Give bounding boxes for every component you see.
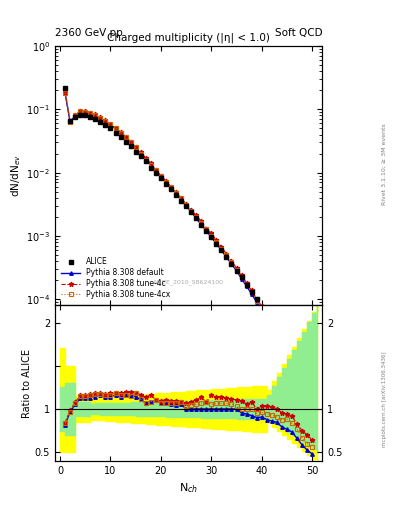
Text: 2360 GeV pp: 2360 GeV pp (55, 28, 123, 38)
X-axis label: N$_{ch}$: N$_{ch}$ (179, 481, 198, 495)
Legend: ALICE, Pythia 8.308 default, Pythia 8.308 tune-4c, Pythia 8.308 tune-4cx: ALICE, Pythia 8.308 default, Pythia 8.30… (59, 255, 173, 302)
Text: mcplots.cern.ch [arXiv:1306.3436]: mcplots.cern.ch [arXiv:1306.3436] (382, 352, 387, 447)
Y-axis label: dN/dN$_{ev}$: dN/dN$_{ev}$ (9, 154, 23, 197)
Text: Soft QCD: Soft QCD (275, 28, 322, 38)
Text: Rivet 3.1.10; ≥ 3M events: Rivet 3.1.10; ≥ 3M events (382, 123, 387, 205)
Y-axis label: Ratio to ALICE: Ratio to ALICE (22, 349, 32, 418)
Text: ALICE_2010_S8624100: ALICE_2010_S8624100 (153, 279, 224, 285)
Title: Charged multiplicity (|η| < 1.0): Charged multiplicity (|η| < 1.0) (107, 33, 270, 43)
